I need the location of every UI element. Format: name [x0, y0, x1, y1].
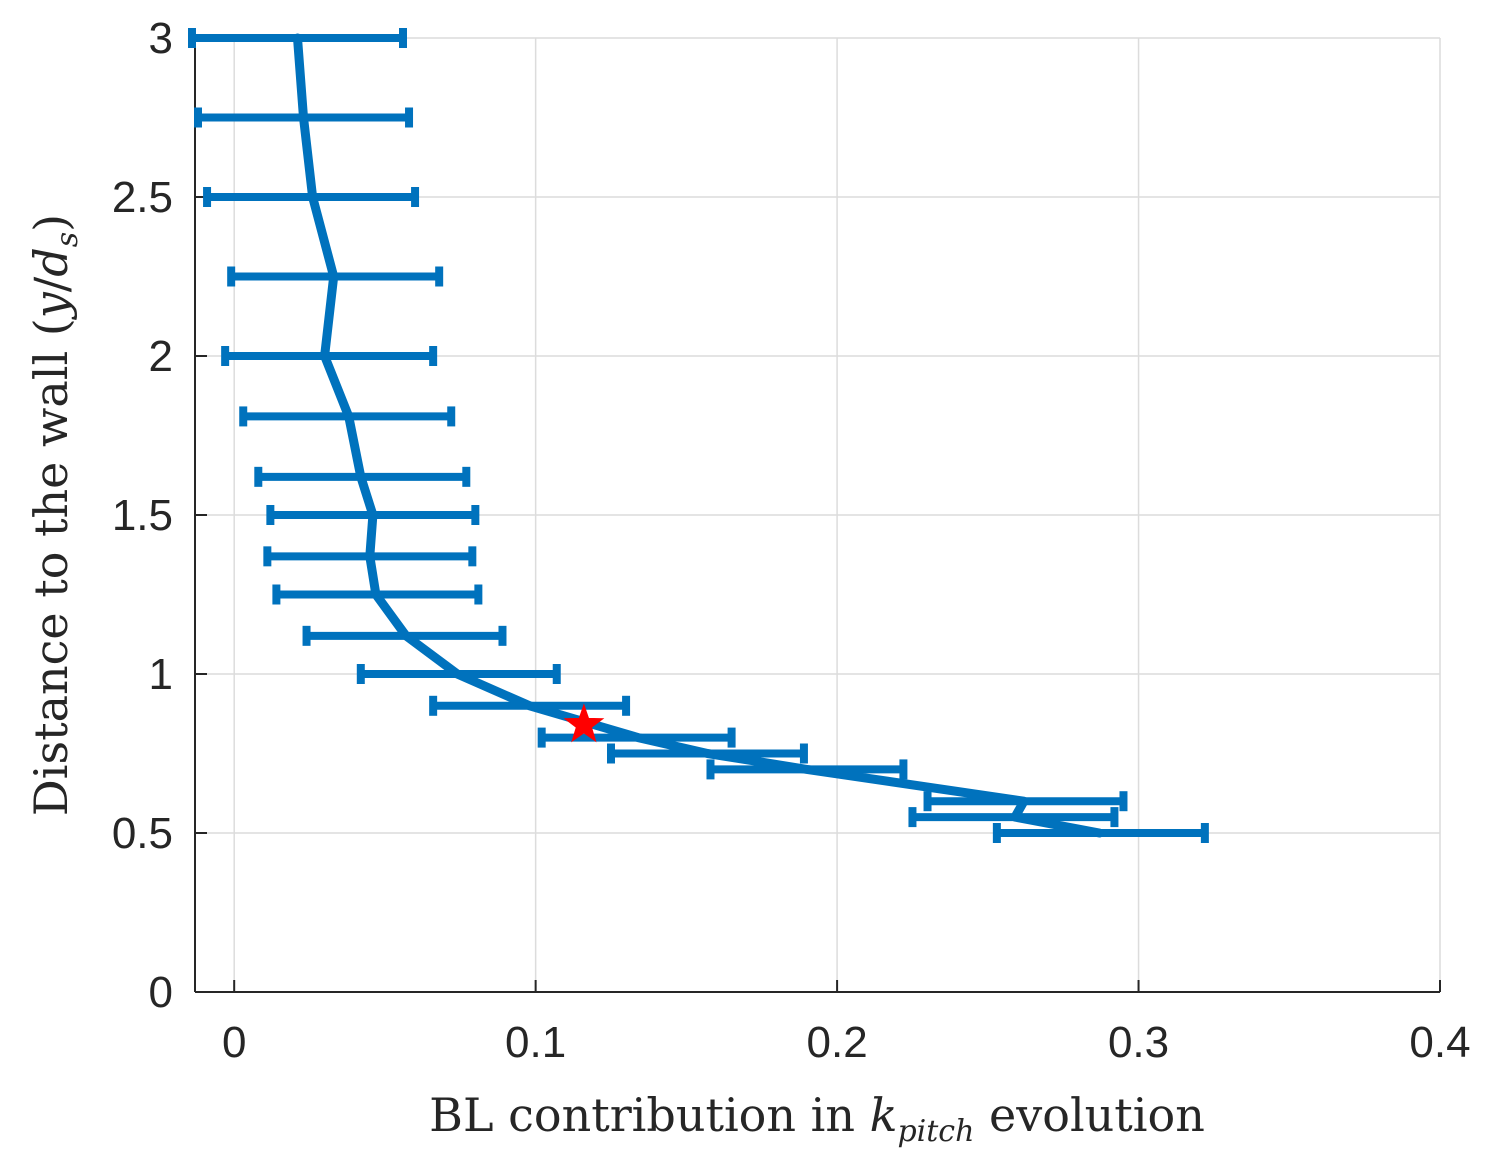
- data-series: [187, 28, 1209, 843]
- y-tick-label: 1: [149, 650, 173, 699]
- x-axis-label: BL contribution in kpitch evolution: [429, 1088, 1205, 1149]
- x-tick-label: 0.3: [1108, 1018, 1169, 1067]
- x-tick-label: 0.2: [807, 1018, 868, 1067]
- y-tick-label: 3: [149, 14, 173, 63]
- x-tick-label: 0.1: [505, 1018, 566, 1067]
- y-tick-label: 0.5: [112, 809, 173, 858]
- y-tick-label: 1.5: [112, 491, 173, 540]
- x-tick-label: 0: [222, 1018, 246, 1067]
- y-tick-label: 0: [149, 968, 173, 1017]
- tick-labels: 0 0.1 0.2 0.3 0.4 0 0.5 1 1.5 2 2.5 3: [112, 14, 1471, 1067]
- y-tick-label: 2.5: [112, 173, 173, 222]
- y-tick-label: 2: [149, 332, 173, 381]
- highlight-marker: [563, 703, 605, 743]
- axes: [194, 37, 1441, 993]
- star-marker: [563, 703, 605, 743]
- series-line: [293, 33, 1104, 838]
- x-tick-label: 0.4: [1409, 1018, 1470, 1067]
- y-axis-label: Distance to the wall (y/ds): [24, 214, 85, 816]
